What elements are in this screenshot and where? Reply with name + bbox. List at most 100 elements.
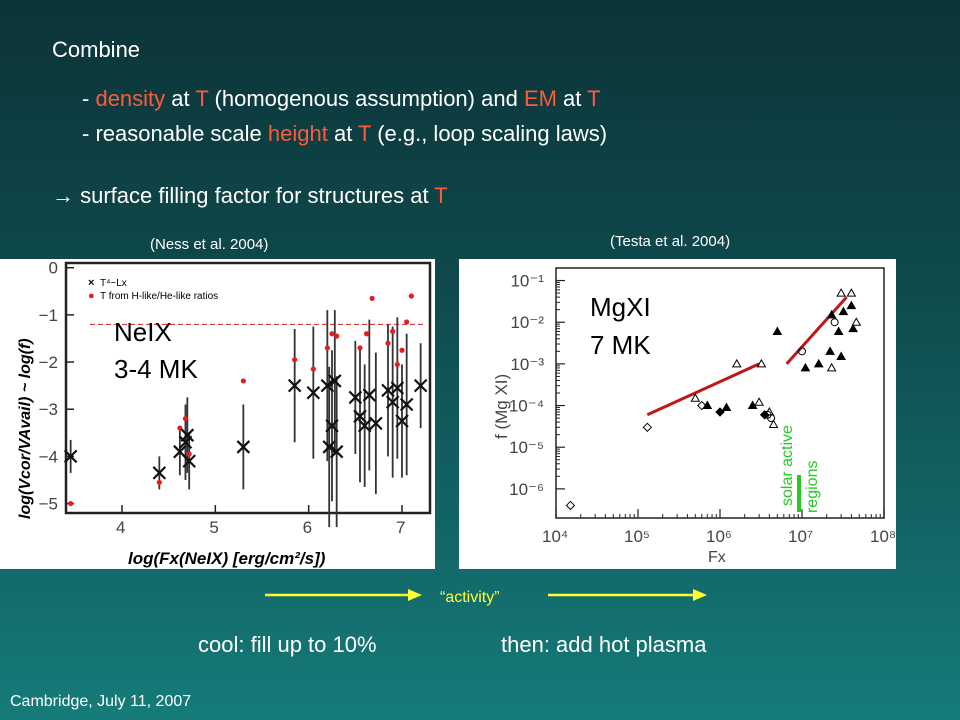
red-dot-marker	[310, 366, 316, 372]
plot-frame	[64, 261, 432, 515]
footer-date: Cambridge, July 11, 2007	[10, 693, 192, 710]
red-dot-marker	[390, 328, 396, 334]
x-tick-label: 10⁷	[788, 527, 813, 546]
y-axis-label: f (Mg XI)	[492, 374, 511, 439]
left-citation: (Ness et al. 2004)	[150, 236, 269, 253]
red-dot-marker	[394, 361, 400, 368]
red-dot-marker	[369, 295, 375, 301]
x-tick-label: 10⁶	[706, 527, 732, 546]
triangle-marker	[772, 326, 783, 335]
red-dot-marker	[357, 345, 363, 351]
text-span: at	[165, 86, 196, 111]
mgxi-plot: 10⁴ 10⁵ 10⁶ 10⁷ 10⁸10⁻⁶10⁻⁵10⁻⁴10⁻³10⁻²10⁻¹ …	[492, 267, 896, 566]
cross-marker	[236, 440, 251, 454]
text-span: at	[327, 121, 359, 146]
word-T: T	[195, 86, 209, 111]
y-tick-label: 10⁻⁴	[509, 397, 544, 416]
triangle-marker	[768, 419, 779, 429]
triangle-marker	[851, 317, 862, 326]
cross-marker	[357, 418, 372, 433]
cross-marker	[348, 390, 363, 405]
legend-dot-icon: ●	[88, 290, 95, 302]
regions-label: regions	[804, 461, 821, 513]
triangle-marker	[826, 362, 837, 372]
word-T: T	[434, 183, 448, 208]
mgxi-annotation-line1: MgXI	[590, 292, 651, 322]
x-tick-label: 4	[116, 518, 125, 537]
red-dot-marker	[156, 479, 162, 485]
x-axis-label: log(Fx(NeIX) [erg/cm²/s])	[128, 549, 326, 568]
y-tick-label: −1	[39, 306, 58, 325]
cross-marker	[182, 454, 196, 468]
cross-marker	[399, 397, 414, 412]
cross-marker	[328, 374, 342, 388]
cross-marker	[180, 428, 195, 442]
text-span: surface filling factor for structures at	[74, 183, 435, 208]
triangle-marker	[838, 306, 849, 316]
arrowhead-right-icon	[408, 589, 422, 601]
mgxi-annotation-line2: 7 MK	[590, 330, 651, 360]
fit-line	[785, 296, 848, 365]
x-axis-label: Fx	[708, 549, 726, 566]
red-dot-marker	[68, 500, 74, 507]
triangle-marker	[690, 393, 701, 402]
y-tick-label: −4	[39, 447, 58, 466]
cross-marker	[152, 466, 167, 480]
word-EM: EM	[523, 86, 557, 111]
word-height: height	[267, 121, 328, 146]
activity-arrows	[265, 589, 707, 601]
diamond-marker	[759, 410, 770, 420]
triangle-marker	[825, 346, 835, 355]
triangle-marker	[848, 323, 858, 333]
red-dot-marker	[385, 340, 391, 346]
red-dot-marker	[186, 451, 192, 457]
triangle-marker	[846, 300, 857, 310]
legend-cross-icon: ×	[88, 277, 94, 289]
text-span: (homogenous assumption) and	[208, 86, 524, 111]
cross-marker	[369, 416, 383, 431]
cross-marker	[325, 418, 339, 433]
y-tick-label: 10⁻⁵	[509, 438, 544, 457]
word-T: T	[587, 86, 601, 111]
neix-plot-panel: 4 5 6 7 0 −1 −2 −3 −4 −5 × T⁴~Lx ● T from H-like/…	[0, 259, 435, 569]
triangle-marker	[800, 362, 811, 372]
text-span: (e.g., loop scaling laws)	[371, 121, 608, 146]
circle-marker	[798, 347, 806, 356]
cross-marker	[306, 385, 321, 400]
fit-line	[646, 362, 760, 417]
cross-marker	[395, 414, 409, 428]
x-tick-label: 5	[209, 518, 218, 537]
y-tick-label: −2	[39, 353, 58, 372]
bullet-dash: -	[82, 86, 96, 111]
y-tick-label: 10⁻³	[510, 355, 544, 374]
hot-phase-text: then: add hot plasma	[501, 632, 707, 657]
cross-marker	[390, 381, 405, 395]
cross-marker	[385, 395, 400, 409]
red-dot-marker	[404, 319, 410, 325]
x-tick-label: 10⁴	[542, 527, 568, 546]
triangle-marker	[836, 351, 846, 361]
legend-label-1: T⁴~Lx	[100, 278, 127, 289]
red-dot-marker	[292, 357, 298, 363]
red-dot-marker	[324, 345, 330, 351]
triangle-marker	[731, 358, 742, 368]
cross-marker	[353, 409, 367, 424]
circle-marker	[767, 414, 776, 423]
x-tick-label: 10⁸	[870, 527, 896, 546]
right-citation: (Testa et al. 2004)	[610, 233, 731, 250]
diamond-marker	[697, 400, 707, 411]
word-density: density	[95, 86, 166, 111]
y-tick-label: 10⁻¹	[510, 272, 544, 291]
y-axis-label: log(Vcor/VAvail) ~ log(f)	[17, 338, 34, 519]
cross-marker	[362, 388, 377, 402]
cross-marker	[287, 378, 302, 393]
cool-phase-text: cool: fill up to 10%	[198, 632, 377, 657]
neix-annotation-line1: NeIX	[114, 317, 172, 347]
triangle-marker	[813, 358, 824, 368]
red-dot-marker	[182, 416, 189, 422]
bullet-scale-height: - reasonable scale height at T (e.g., lo…	[82, 121, 607, 147]
diamond-marker	[565, 500, 576, 511]
red-dot-marker	[329, 331, 335, 337]
slide-heading: Combine	[52, 37, 141, 62]
triangle-marker	[747, 400, 758, 410]
